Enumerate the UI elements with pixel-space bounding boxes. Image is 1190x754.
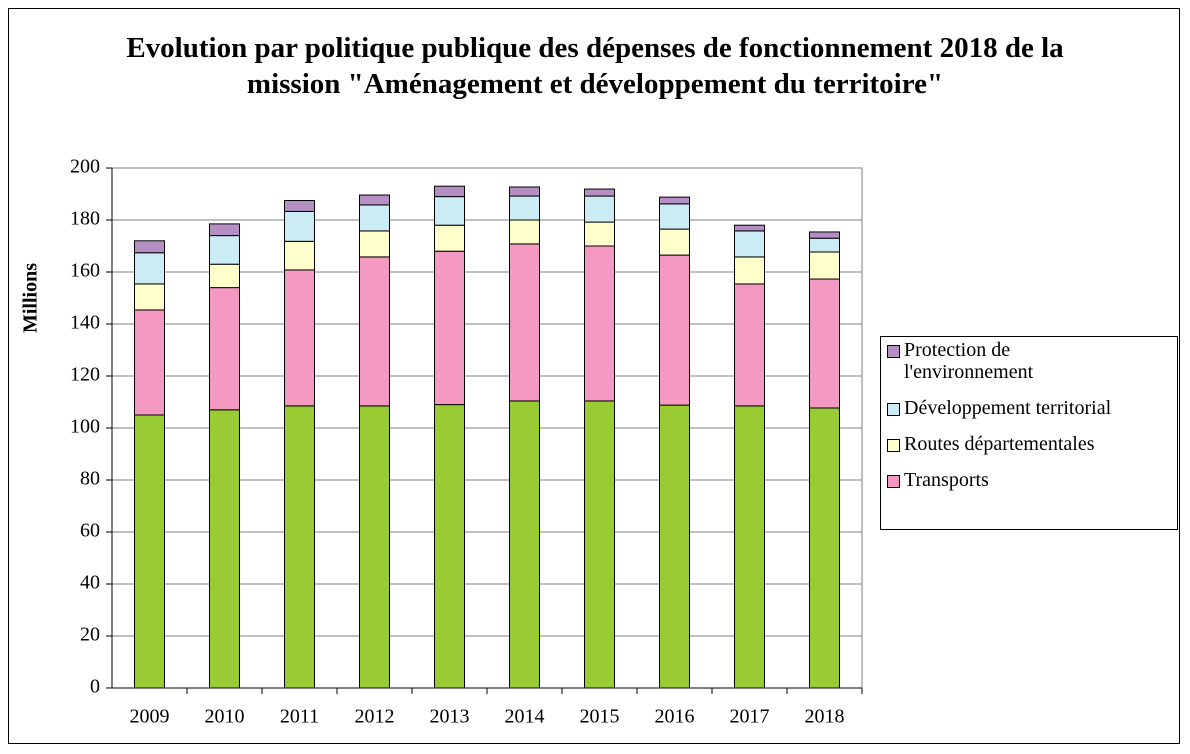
legend-label: Protection de l'environnement xyxy=(904,339,1034,383)
y-tick-label: 160 xyxy=(70,260,100,282)
bar-segment xyxy=(284,269,315,407)
x-tick-label: 2012 xyxy=(355,706,395,728)
bar-segment xyxy=(209,263,240,289)
bar-segment xyxy=(809,278,840,409)
chart-frame xyxy=(8,8,1180,744)
legend-item: Protection de l'environnement xyxy=(887,339,1171,383)
bar-segment xyxy=(209,235,240,265)
legend-label: Transports xyxy=(904,469,989,491)
x-tick-label: 2013 xyxy=(430,706,470,728)
x-tick-label: 2018 xyxy=(805,706,845,728)
bar-segment xyxy=(584,245,615,402)
bar-segment xyxy=(509,219,540,245)
bar-segment xyxy=(734,256,765,285)
bar-segment xyxy=(209,287,240,411)
bar-segment xyxy=(734,405,765,689)
chart-title: Evolution par politique publique des dép… xyxy=(126,32,1064,100)
bar-segment xyxy=(284,210,315,242)
bar-segment xyxy=(509,243,540,402)
bar-segment xyxy=(659,254,690,406)
bar-segment xyxy=(284,200,315,212)
bar-segment xyxy=(434,250,465,406)
x-tick-label: 2017 xyxy=(730,706,770,728)
bar-segment xyxy=(809,231,840,239)
y-tick-label: 200 xyxy=(70,156,100,178)
bar-segment xyxy=(509,186,540,197)
bar-segment xyxy=(209,223,240,237)
bar-segment xyxy=(659,196,690,205)
bar-segment xyxy=(734,230,765,258)
bar-segment xyxy=(284,240,315,271)
bar-segment xyxy=(434,224,465,252)
legend-label: Développement territorial xyxy=(904,397,1112,419)
bar-segment xyxy=(434,404,465,689)
bar-segment xyxy=(134,240,165,254)
bar-segment xyxy=(809,237,840,253)
bar-segment xyxy=(434,185,465,198)
x-tick-label: 2011 xyxy=(280,706,319,728)
x-tick-label: 2010 xyxy=(205,706,245,728)
bar-segment xyxy=(584,188,615,197)
legend-item: Développement territorial xyxy=(887,397,1171,419)
bar-segment xyxy=(659,203,690,230)
bar-segment xyxy=(434,196,465,226)
y-tick-label: 60 xyxy=(80,520,100,542)
bar-segment xyxy=(359,256,390,407)
x-tick-label: 2016 xyxy=(655,706,695,728)
bar-segment xyxy=(134,252,165,285)
bar-segment xyxy=(584,221,615,247)
bar-segment xyxy=(584,400,615,689)
legend-item: Routes départementales xyxy=(887,433,1171,455)
legend-label: Routes départementales xyxy=(904,433,1095,455)
y-tick-label: 40 xyxy=(80,572,100,594)
legend: Protection de l'environnement Développeme… xyxy=(880,336,1178,530)
legend-swatch xyxy=(887,345,900,358)
bar-segment xyxy=(509,195,540,221)
y-tick-label: 120 xyxy=(70,364,100,386)
bar-segment xyxy=(284,405,315,689)
y-tick-label: 80 xyxy=(80,468,100,490)
bar-segment xyxy=(359,405,390,689)
bar-segment xyxy=(359,204,390,232)
y-tick-label: 180 xyxy=(70,208,100,230)
x-tick-label: 2009 xyxy=(130,706,170,728)
bar-segment xyxy=(659,228,690,256)
bar-segment xyxy=(134,309,165,416)
y-tick-label: 100 xyxy=(70,416,100,438)
x-tick-label: 2015 xyxy=(580,706,620,728)
x-tick-label: 2014 xyxy=(505,706,545,728)
bar-segment xyxy=(809,251,840,280)
legend-swatch xyxy=(887,475,900,488)
bar-segment xyxy=(359,194,390,206)
legend-item: Transports xyxy=(887,469,1171,491)
bar-segment xyxy=(509,400,540,689)
bar-segment xyxy=(809,407,840,689)
bar-segment xyxy=(134,414,165,689)
legend-swatch xyxy=(887,439,900,452)
bar-segment xyxy=(659,404,690,689)
bar-segment xyxy=(734,283,765,407)
bar-segment xyxy=(584,195,615,223)
bar-segment xyxy=(209,409,240,689)
y-tick-label: 20 xyxy=(80,624,100,646)
y-axis-label: Millions xyxy=(20,263,42,333)
bar-segment xyxy=(359,230,390,258)
legend-swatch xyxy=(887,403,900,416)
bar-segment xyxy=(734,224,765,232)
y-tick-label: 0 xyxy=(90,676,100,698)
y-tick-label: 140 xyxy=(70,312,100,334)
bar-segment xyxy=(134,283,165,311)
